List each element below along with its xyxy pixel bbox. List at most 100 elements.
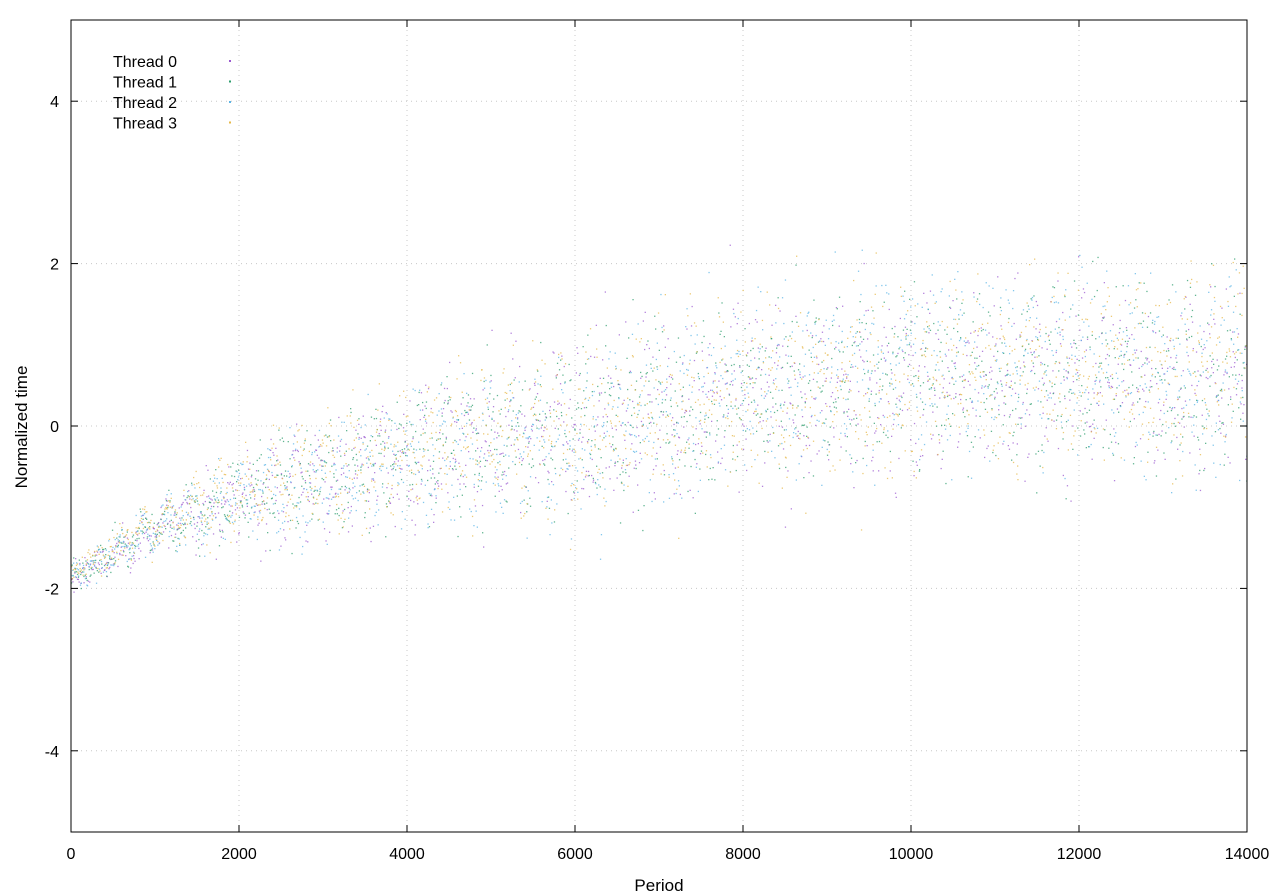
- data-point: [359, 485, 361, 487]
- data-point: [724, 469, 727, 471]
- data-point: [119, 553, 121, 556]
- data-point: [338, 533, 340, 535]
- data-point: [771, 338, 773, 340]
- data-point: [666, 378, 668, 380]
- data-point: [460, 475, 462, 477]
- data-point: [810, 416, 813, 418]
- data-point: [292, 450, 294, 452]
- data-point: [912, 343, 915, 345]
- data-point: [542, 435, 544, 438]
- data-point: [1124, 340, 1127, 343]
- data-point: [144, 526, 147, 528]
- data-point: [542, 410, 544, 412]
- data-point: [416, 499, 418, 501]
- data-point: [527, 453, 529, 455]
- data-point: [1101, 319, 1103, 322]
- data-point: [173, 514, 175, 516]
- data-point: [817, 341, 820, 343]
- data-point: [196, 500, 199, 502]
- data-point: [1026, 338, 1028, 341]
- data-point: [383, 417, 385, 419]
- data-point: [165, 499, 168, 502]
- data-point: [688, 384, 691, 386]
- data-point: [369, 455, 371, 457]
- data-point: [1127, 285, 1130, 287]
- data-point: [826, 368, 828, 370]
- data-point: [1000, 383, 1003, 385]
- data-point: [569, 398, 571, 401]
- data-point: [661, 381, 663, 383]
- data-point: [1236, 328, 1238, 330]
- data-point: [344, 518, 346, 520]
- data-point: [281, 478, 284, 480]
- data-point: [548, 483, 550, 485]
- data-point: [1241, 387, 1243, 389]
- data-point: [507, 410, 509, 413]
- data-point: [1107, 377, 1109, 379]
- data-point: [1060, 421, 1063, 423]
- data-point: [178, 526, 180, 528]
- data-point: [842, 380, 844, 382]
- data-point: [702, 385, 704, 388]
- data-point: [640, 377, 642, 379]
- data-point: [132, 542, 135, 544]
- data-point: [73, 576, 75, 578]
- data-point: [200, 521, 203, 523]
- data-point: [705, 414, 707, 416]
- data-point: [231, 514, 233, 517]
- data-point: [764, 450, 766, 453]
- data-point: [690, 406, 692, 408]
- data-point: [415, 497, 417, 499]
- data-point: [780, 367, 783, 369]
- data-point: [480, 450, 482, 452]
- data-point: [161, 514, 163, 516]
- data-point: [697, 372, 699, 375]
- data-point: [177, 537, 179, 540]
- data-point: [693, 380, 695, 382]
- data-point: [352, 487, 354, 489]
- data-point: [695, 428, 697, 430]
- data-point: [524, 380, 526, 382]
- data-point: [684, 412, 686, 414]
- data-point: [1039, 323, 1041, 325]
- data-point: [746, 428, 748, 430]
- data-point: [635, 380, 638, 382]
- data-point: [605, 435, 607, 437]
- data-point: [266, 477, 268, 480]
- data-point: [124, 535, 127, 537]
- data-point: [465, 476, 468, 478]
- data-point: [907, 378, 909, 380]
- data-point: [919, 459, 921, 461]
- data-point: [989, 460, 991, 462]
- data-point: [299, 536, 301, 539]
- data-point: [471, 515, 474, 518]
- data-point: [1205, 442, 1207, 444]
- data-point: [135, 514, 137, 517]
- data-point: [415, 483, 418, 485]
- data-point: [315, 502, 317, 504]
- data-point: [599, 558, 602, 560]
- data-point: [253, 505, 255, 507]
- data-point: [619, 473, 621, 476]
- data-point: [158, 531, 160, 534]
- data-point: [234, 509, 237, 511]
- data-point: [245, 499, 247, 501]
- data-point: [572, 426, 574, 428]
- data-point: [631, 434, 633, 436]
- data-point: [535, 418, 537, 421]
- data-point: [853, 418, 855, 420]
- data-point: [955, 347, 958, 349]
- data-point: [802, 424, 804, 427]
- data-point: [619, 388, 622, 390]
- data-point: [183, 495, 185, 497]
- data-point: [396, 401, 398, 403]
- data-point: [989, 315, 991, 317]
- data-point: [1113, 412, 1115, 414]
- data-point: [177, 528, 179, 530]
- data-point: [449, 508, 451, 510]
- data-point: [633, 467, 635, 469]
- data-point: [920, 348, 923, 350]
- data-point: [1191, 384, 1193, 387]
- data-point: [1076, 372, 1079, 374]
- data-point: [709, 434, 711, 436]
